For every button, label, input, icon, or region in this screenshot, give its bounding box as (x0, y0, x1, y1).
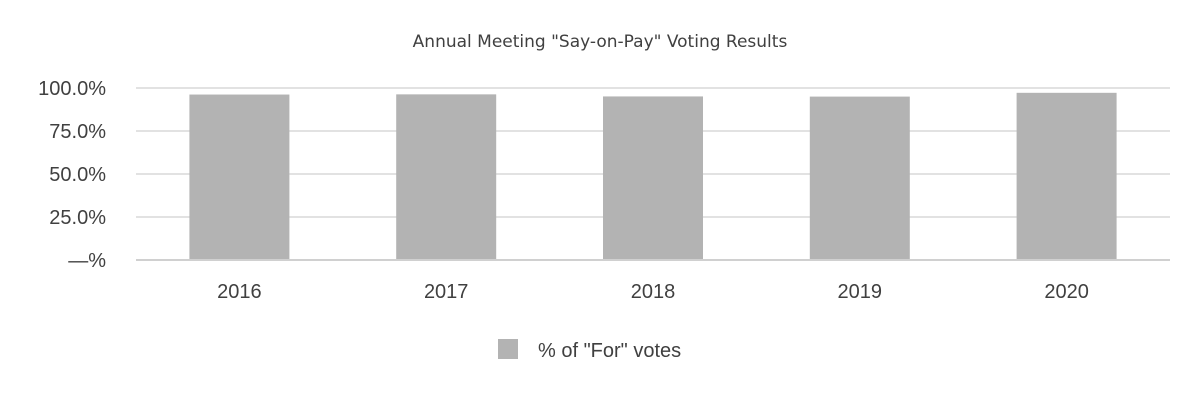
y-tick-label: 75.0% (49, 121, 106, 143)
y-tick-label: 50.0% (49, 164, 106, 186)
bars (189, 92, 1117, 260)
bar-2020 (1016, 92, 1117, 260)
y-axis-ticks: —% 25.0% 50.0% 75.0% 100.0% (38, 78, 106, 272)
y-tick-label: —% (68, 250, 106, 272)
bar-2016 (189, 94, 290, 260)
legend-label: % of "For" votes (538, 340, 681, 362)
x-tick-label: 2016 (217, 281, 262, 303)
bar-2018 (603, 96, 703, 260)
chart-title: Annual Meeting "Say-on-Pay" Voting Resul… (413, 32, 788, 52)
legend-swatch (498, 339, 518, 359)
x-tick-label: 2020 (1044, 281, 1089, 303)
y-tick-label: 25.0% (49, 207, 106, 229)
bar-2017 (396, 94, 497, 260)
y-tick-label: 100.0% (38, 78, 106, 100)
bar-2019 (809, 96, 910, 260)
x-tick-label: 2018 (631, 281, 676, 303)
legend: % of "For" votes (498, 339, 681, 362)
x-tick-label: 2019 (838, 281, 883, 303)
x-tick-label: 2017 (424, 281, 469, 303)
x-axis-ticks: 2016 2017 2018 2019 2020 (217, 281, 1089, 303)
